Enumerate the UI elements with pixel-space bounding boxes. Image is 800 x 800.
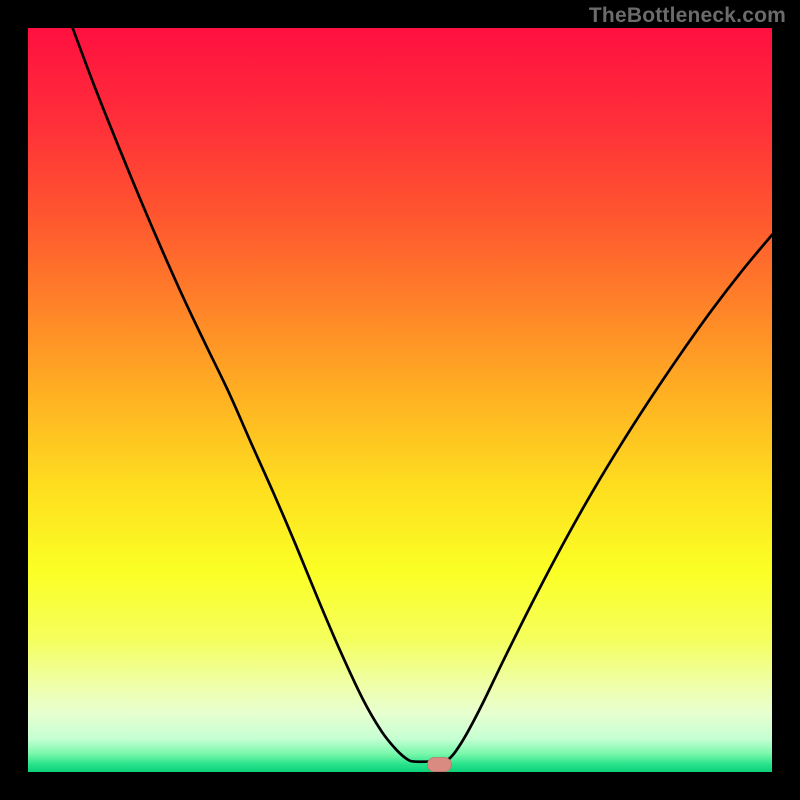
chart-container: TheBottleneck.com	[0, 0, 800, 800]
watermark: TheBottleneck.com	[589, 4, 786, 28]
optimum-marker	[427, 758, 451, 772]
plot-background	[28, 28, 772, 772]
bottleneck-chart	[0, 0, 800, 800]
